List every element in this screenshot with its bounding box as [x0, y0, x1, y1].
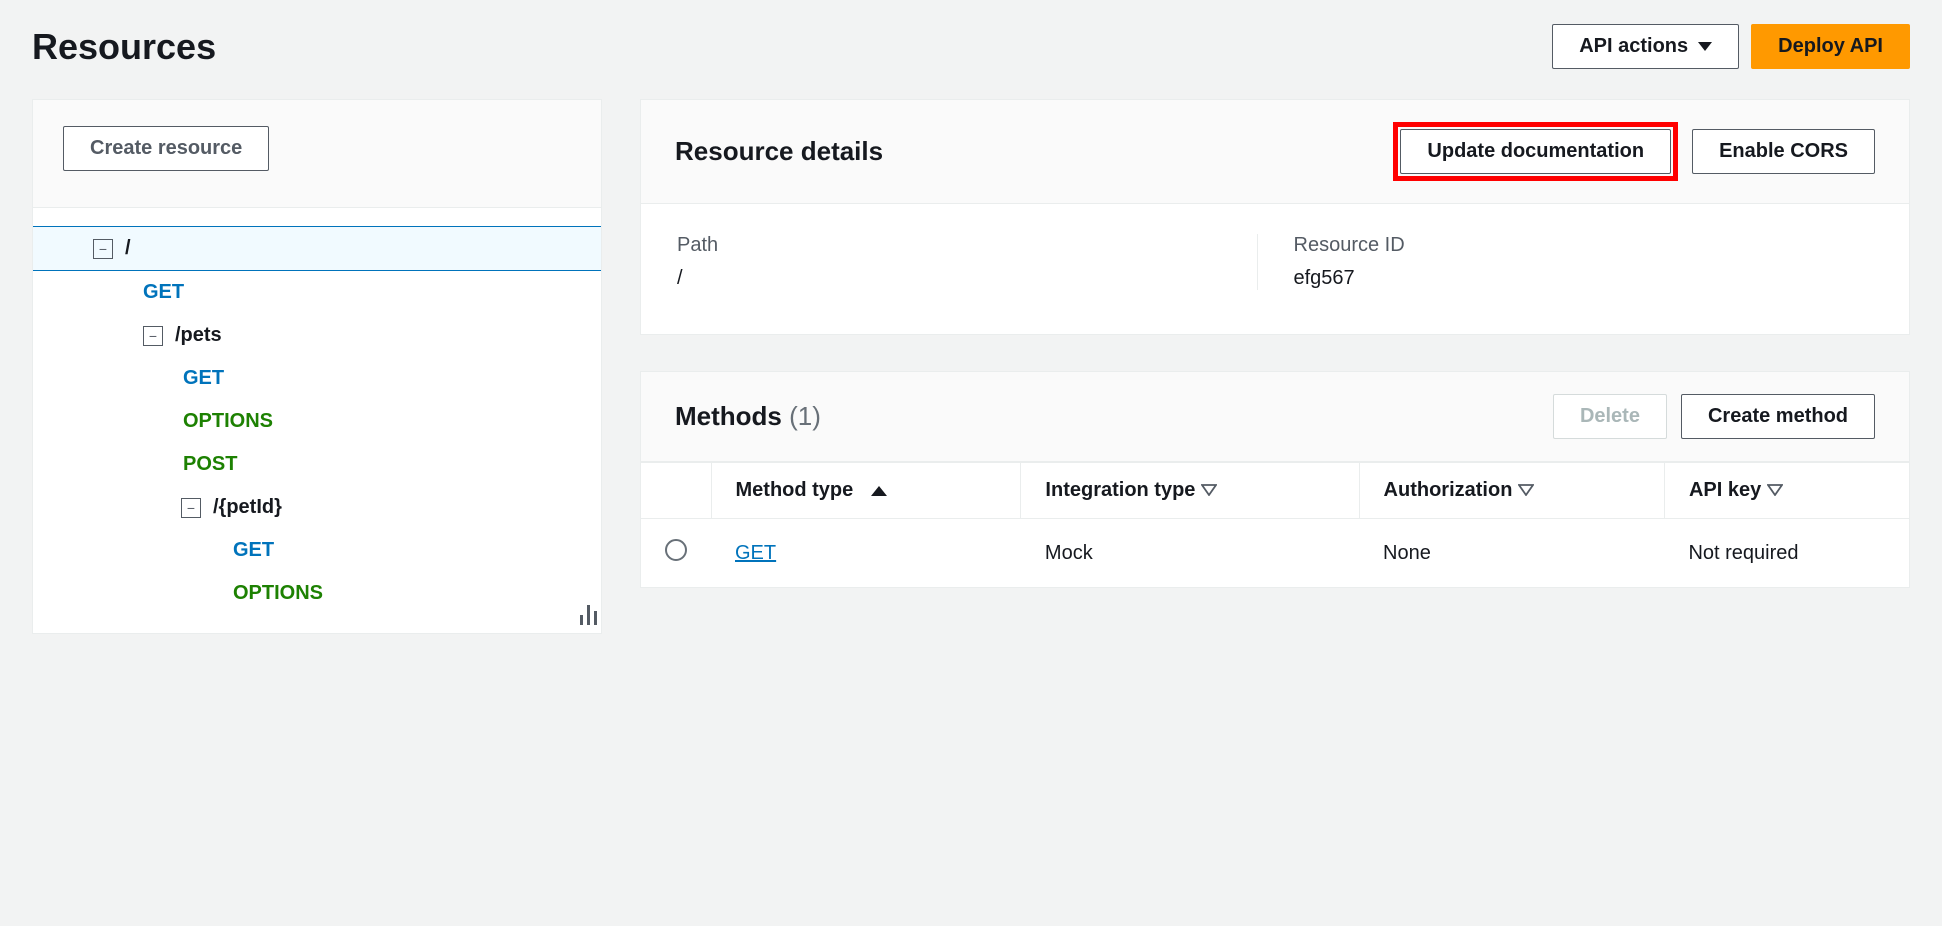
delete-label: Delete: [1580, 405, 1640, 428]
enable-cors-label: Enable CORS: [1719, 140, 1848, 163]
row-apikey-cell: Not required: [1664, 519, 1909, 588]
deploy-api-button[interactable]: Deploy API: [1751, 24, 1910, 69]
tree-node-petid[interactable]: − /{petId}: [33, 486, 601, 529]
method-get-label: GET: [233, 539, 274, 562]
resource-id-label: Resource ID: [1294, 234, 1874, 257]
update-documentation-button[interactable]: Update documentation: [1400, 129, 1671, 174]
create-method-label: Create method: [1708, 405, 1848, 428]
update-documentation-label: Update documentation: [1427, 140, 1644, 163]
tree-pets-label: /pets: [175, 324, 222, 347]
collapse-icon[interactable]: −: [93, 239, 113, 259]
method-link[interactable]: GET: [735, 542, 776, 564]
tree-petid-label: /{petId}: [213, 496, 282, 519]
tree-method-pets-options[interactable]: OPTIONS: [33, 400, 601, 443]
method-get-label: GET: [183, 367, 224, 390]
method-options-label: OPTIONS: [183, 410, 273, 433]
create-resource-label: Create resource: [90, 137, 242, 160]
filter-icon: [1767, 484, 1781, 496]
page-title: Resources: [32, 26, 216, 68]
resource-details-title: Resource details: [675, 136, 883, 167]
column-method-type-label: Method type: [736, 479, 854, 501]
tree-method-petid-get[interactable]: GET: [33, 529, 601, 572]
row-authorization-cell: None: [1359, 519, 1664, 588]
row-method-cell: GET: [711, 519, 1021, 588]
tree-node-pets[interactable]: − /pets: [33, 314, 601, 357]
resource-id-value: efg567: [1294, 267, 1874, 290]
api-actions-button[interactable]: API actions: [1552, 24, 1739, 69]
methods-title-text: Methods: [675, 401, 782, 431]
delete-method-button[interactable]: Delete: [1553, 394, 1667, 439]
table-row[interactable]: GET Mock None Not required: [641, 519, 1909, 588]
radio-icon[interactable]: [665, 539, 687, 561]
tree-method-pets-post[interactable]: POST: [33, 443, 601, 486]
sort-asc-icon: [871, 486, 887, 496]
column-api-key-label: API key: [1689, 479, 1761, 501]
resources-tree-panel: Create resource − / GET − /pets GET: [32, 99, 602, 634]
tree-node-root[interactable]: − /: [33, 226, 601, 271]
resource-details-body: Path / Resource ID efg567: [641, 204, 1909, 334]
path-value: /: [677, 267, 1257, 290]
resource-details-actions: Update documentation Enable CORS: [1393, 122, 1875, 181]
column-api-key[interactable]: API key: [1664, 463, 1909, 519]
column-method-type[interactable]: Method type: [711, 463, 1021, 519]
api-actions-label: API actions: [1579, 35, 1688, 58]
tree-method-petid-options[interactable]: OPTIONS: [33, 572, 601, 615]
left-panel-header: Create resource: [33, 100, 601, 208]
column-authorization-label: Authorization: [1384, 479, 1513, 501]
resize-handle-icon[interactable]: [580, 605, 597, 625]
methods-header: Methods (1) Delete Create method: [641, 372, 1909, 462]
resource-details-header: Resource details Update documentation En…: [641, 100, 1909, 204]
page-header: Resources API actions Deploy API: [32, 24, 1910, 69]
method-post-label: POST: [183, 453, 237, 476]
method-get-label: GET: [143, 281, 184, 304]
methods-actions: Delete Create method: [1553, 394, 1875, 439]
tree-root-label: /: [125, 237, 131, 260]
methods-panel: Methods (1) Delete Create method: [640, 371, 1910, 588]
column-authorization[interactable]: Authorization: [1359, 463, 1664, 519]
caret-down-icon: [1698, 42, 1712, 51]
resource-details-panel: Resource details Update documentation En…: [640, 99, 1910, 335]
collapse-icon[interactable]: −: [143, 326, 163, 346]
right-content: Resource details Update documentation En…: [640, 99, 1910, 588]
filter-icon: [1201, 484, 1215, 496]
filter-icon: [1518, 484, 1532, 496]
collapse-icon[interactable]: −: [181, 498, 201, 518]
highlight-annotation: Update documentation: [1393, 122, 1678, 181]
deploy-api-label: Deploy API: [1778, 35, 1883, 58]
method-options-label: OPTIONS: [233, 582, 323, 605]
column-integration-type-label: Integration type: [1045, 479, 1195, 501]
detail-resource-id: Resource ID efg567: [1257, 234, 1874, 290]
row-select-cell[interactable]: [641, 519, 711, 588]
header-actions: API actions Deploy API: [1552, 24, 1910, 69]
detail-path: Path /: [677, 234, 1257, 290]
tree-method-root-get[interactable]: GET: [33, 271, 601, 314]
tree-method-pets-get[interactable]: GET: [33, 357, 601, 400]
create-resource-button[interactable]: Create resource: [63, 126, 269, 171]
methods-title: Methods (1): [675, 401, 821, 432]
methods-table: Method type Integration type Authoriza: [641, 462, 1909, 587]
column-select: [641, 463, 711, 519]
methods-count: (1): [789, 401, 821, 431]
path-label: Path: [677, 234, 1257, 257]
resource-tree: − / GET − /pets GET OPTIONS POST: [33, 208, 601, 633]
row-integration-cell: Mock: [1021, 519, 1359, 588]
create-method-button[interactable]: Create method: [1681, 394, 1875, 439]
column-integration-type[interactable]: Integration type: [1021, 463, 1359, 519]
enable-cors-button[interactable]: Enable CORS: [1692, 129, 1875, 174]
